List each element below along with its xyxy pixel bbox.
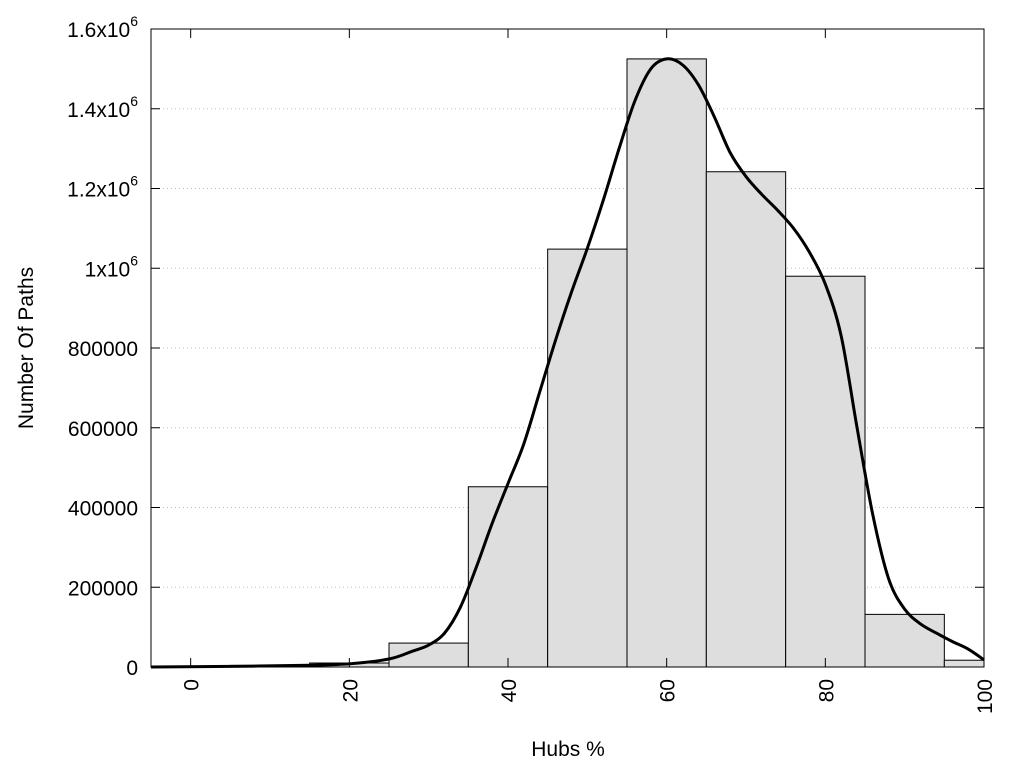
x-tick-label-1: 20: [339, 679, 362, 702]
density-curve: [150, 57, 985, 669]
y-tick-label-1: 200000: [68, 577, 138, 600]
y-tick-label-0: 0: [126, 657, 138, 680]
x-tick-label-2: 40: [498, 679, 521, 702]
x-tick-label-4: 80: [815, 679, 838, 702]
y-tick-exponent-5: 6: [130, 252, 138, 268]
x-axis-ticks: 0 20 40 60 80 100: [181, 29, 997, 714]
y-tick-exponent-6: 6: [130, 173, 138, 189]
x-tick-label-5: 100: [974, 679, 997, 714]
y-tick-label-3: 600000: [68, 418, 138, 441]
x-tick-label-0: 0: [181, 679, 204, 691]
bar-7: [705, 171, 787, 668]
x-axis-title: Hubs %: [531, 738, 605, 761]
bars: [150, 58, 985, 668]
bar-9: [864, 613, 945, 668]
bar-10: [943, 659, 985, 668]
bar-4: [467, 486, 549, 668]
bar-5: [547, 248, 628, 668]
y-axis-title: Number Of Paths: [15, 267, 38, 429]
y-tick-label-4: 800000: [68, 338, 138, 361]
y-tick-label-5: 1x106: [85, 252, 139, 281]
y-tick-exponent-8: 6: [130, 13, 138, 29]
y-tick-label-8: 1.6x106: [67, 13, 138, 42]
y-tick-label-7: 1.4x106: [67, 93, 138, 122]
y-axis-ticks: 0 200000 400000 600000 800000 1x106 1.2x106 1.4…: [67, 13, 984, 680]
y-tick-label-6: 1.2x106: [67, 173, 138, 202]
y-tick-exponent-7: 6: [130, 93, 138, 109]
x-tick-label-3: 60: [657, 679, 680, 702]
bar-6: [626, 58, 707, 668]
density-curve-layer: [150, 57, 985, 669]
bar-8: [785, 275, 866, 668]
y-tick-label-2: 400000: [68, 498, 138, 521]
